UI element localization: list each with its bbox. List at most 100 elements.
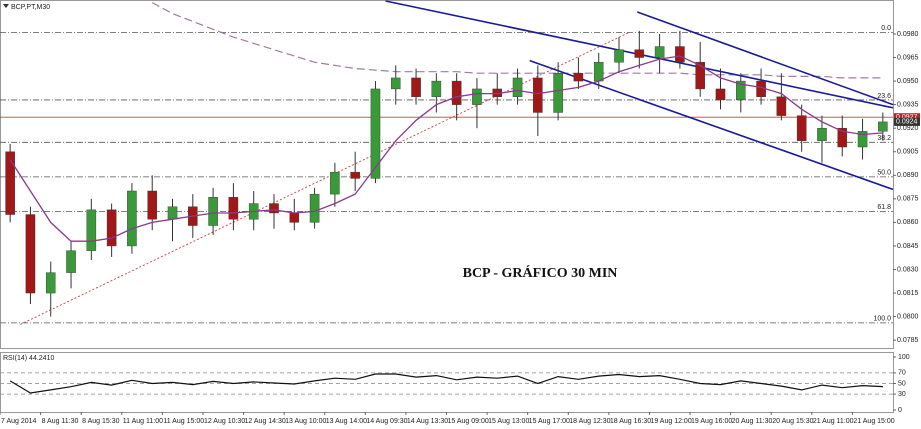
candle-body — [593, 62, 604, 82]
trend-line — [529, 59, 894, 191]
price-label: 0.0924 — [896, 119, 918, 126]
x-tick-label: 18 Aug 12:30 — [569, 418, 610, 425]
candle-body — [614, 49, 624, 63]
x-tick-label: 20 Aug 15:30 — [772, 418, 813, 425]
y-tick-label: 0.0965 — [897, 54, 919, 61]
candle-body — [675, 46, 685, 63]
candle-body — [370, 88, 381, 179]
fib-label: 38.2 — [877, 135, 891, 142]
x-tick-label: 15 Aug 13:00 — [488, 418, 529, 425]
candle-body — [127, 190, 137, 247]
rsi-pane — [0, 352, 894, 413]
candle-body — [66, 250, 76, 273]
candle-body — [25, 214, 36, 294]
x-tick-label: 15 Aug 09:00 — [448, 418, 489, 425]
candle-body — [228, 197, 239, 220]
price-label: 0.0927 — [896, 114, 918, 121]
candle-body — [167, 206, 178, 220]
ma-line — [9, 55, 883, 242]
y-tick-label: 0.0935 — [897, 101, 919, 108]
rsi-tick-label: 100 — [898, 354, 910, 361]
candle-body — [533, 77, 543, 113]
candle-body — [350, 171, 360, 179]
candle-body — [289, 212, 300, 223]
candle-body — [512, 77, 523, 97]
x-tick-label: 8 Aug 15:30 — [82, 418, 119, 425]
fib-label: 23.6 — [877, 93, 891, 100]
x-tick-label: 8 Aug 11:30 — [42, 418, 79, 425]
x-tick-label: 13 Aug 14:00 — [326, 418, 367, 425]
candle-body — [106, 209, 117, 247]
candle-body — [451, 80, 462, 105]
x-tick-label: 21 Aug 15:00 — [853, 418, 894, 425]
price-label-box — [894, 113, 920, 122]
fib-label: 100.0 — [873, 316, 891, 323]
x-tick-label: 13 Aug 10:00 — [285, 418, 326, 425]
candle-body — [431, 80, 442, 97]
x-tick-label: 11 Aug 11:00 — [123, 418, 163, 425]
header: BCP,PT,M30 — [11, 4, 50, 11]
y-tick-label: 0.0905 — [897, 149, 919, 156]
candle-body — [269, 203, 279, 214]
trend-line — [637, 11, 894, 106]
x-tick-label: 14 Aug 13:30 — [407, 418, 448, 425]
y-tick-label: 0.0875 — [897, 196, 919, 203]
x-tick-label: 12 Aug 10:30 — [204, 418, 245, 425]
x-tick-label: 20 Aug 11:30 — [732, 418, 773, 425]
x-tick-label: 11 Aug 15:00 — [163, 418, 204, 425]
price-label-box — [894, 117, 920, 126]
candle-body — [411, 77, 421, 97]
candle-body — [878, 121, 888, 132]
candle-body — [86, 209, 97, 251]
candle-body — [857, 131, 868, 148]
candle-body — [472, 88, 482, 105]
x-tick-label: 18 Aug 16:30 — [610, 418, 651, 425]
candle-body — [837, 127, 848, 148]
y-tick-label: 0.0785 — [897, 337, 919, 344]
y-tick-label: 0.0800 — [897, 313, 919, 320]
ma-long-line — [151, 2, 883, 79]
rsi-tick-label: 70 — [898, 370, 906, 377]
fib-label: 0.0 — [881, 25, 891, 32]
candle-body — [796, 115, 807, 141]
candle-body — [5, 151, 15, 215]
x-tick-label: 19 Aug 16:00 — [691, 418, 732, 425]
candle-body — [817, 127, 827, 141]
candle-body — [654, 46, 665, 58]
y-tick-label: 0.0830 — [897, 266, 919, 273]
x-tick-label: 21 Aug 11:00 — [813, 418, 854, 425]
candle-body — [553, 73, 563, 113]
candle-body — [715, 88, 726, 101]
rsi-line — [9, 373, 883, 394]
y-tick-label: 0.0815 — [897, 290, 919, 297]
x-tick-label: 7 Aug 2014 — [1, 418, 37, 425]
candle-body — [634, 49, 645, 58]
candle-body — [330, 171, 340, 195]
y-tick-label: 0.0980 — [897, 31, 919, 38]
y-tick-label: 0.0845 — [897, 243, 919, 250]
y-tick-label: 0.0890 — [897, 172, 919, 179]
rsi-tick-label: 0 — [898, 407, 902, 414]
y-tick-label: 0.0920 — [897, 125, 919, 132]
candle-body — [695, 62, 705, 90]
trend-line — [20, 31, 630, 325]
x-tick-label: 12 Aug 14:30 — [245, 418, 286, 425]
y-tick-label: 0.0950 — [897, 78, 919, 85]
rsi-label: RSI(14) 44.2410 — [3, 355, 54, 362]
candle-body — [309, 193, 320, 223]
candle-body — [45, 272, 56, 294]
fib-label: 61.8 — [877, 204, 891, 211]
x-tick-label: 19 Aug 12:00 — [650, 418, 691, 425]
y-tick-label: 0.0860 — [897, 219, 919, 226]
x-tick-label: 14 Aug 09:30 — [366, 418, 407, 425]
x-tick-label: 15 Aug 17:00 — [529, 418, 570, 425]
main-pane — [0, 0, 894, 349]
rsi-tick-label: 50 — [898, 380, 906, 387]
fib-label: 50.0 — [877, 170, 891, 177]
candle-body — [573, 73, 584, 82]
candle-body — [208, 197, 218, 226]
header-icon — [3, 4, 9, 8]
candle-body — [776, 96, 787, 116]
rsi-tick-label: 30 — [898, 391, 906, 398]
